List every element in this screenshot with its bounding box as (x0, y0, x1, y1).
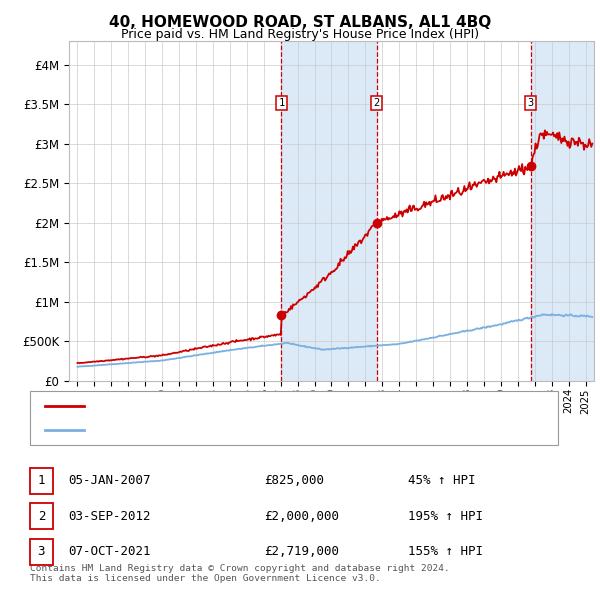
Text: Contains HM Land Registry data © Crown copyright and database right 2024.
This d: Contains HM Land Registry data © Crown c… (30, 563, 450, 583)
Text: 05-JAN-2007: 05-JAN-2007 (68, 474, 151, 487)
Text: 1: 1 (278, 98, 284, 108)
Text: HPI: Average price, detached house, St Albans: HPI: Average price, detached house, St A… (91, 425, 350, 435)
Text: 07-OCT-2021: 07-OCT-2021 (68, 545, 151, 558)
Text: £2,719,000: £2,719,000 (264, 545, 339, 558)
Text: 2: 2 (374, 98, 380, 108)
Text: Price paid vs. HM Land Registry's House Price Index (HPI): Price paid vs. HM Land Registry's House … (121, 28, 479, 41)
Text: 03-SEP-2012: 03-SEP-2012 (68, 510, 151, 523)
Bar (281, 41, 377, 381)
Bar (531, 41, 594, 381)
Text: 40, HOMEWOOD ROAD, ST ALBANS, AL1 4BQ (detached house): 40, HOMEWOOD ROAD, ST ALBANS, AL1 4BQ (d… (91, 401, 445, 411)
Text: £2,000,000: £2,000,000 (264, 510, 339, 523)
Text: 155% ↑ HPI: 155% ↑ HPI (408, 545, 483, 558)
Text: £825,000: £825,000 (264, 474, 324, 487)
Text: 3: 3 (528, 98, 534, 108)
Text: 45% ↑ HPI: 45% ↑ HPI (408, 474, 476, 487)
Text: 195% ↑ HPI: 195% ↑ HPI (408, 510, 483, 523)
Text: 3: 3 (38, 545, 45, 558)
Text: 2: 2 (38, 510, 45, 523)
Text: 40, HOMEWOOD ROAD, ST ALBANS, AL1 4BQ: 40, HOMEWOOD ROAD, ST ALBANS, AL1 4BQ (109, 15, 491, 30)
Text: 1: 1 (38, 474, 45, 487)
